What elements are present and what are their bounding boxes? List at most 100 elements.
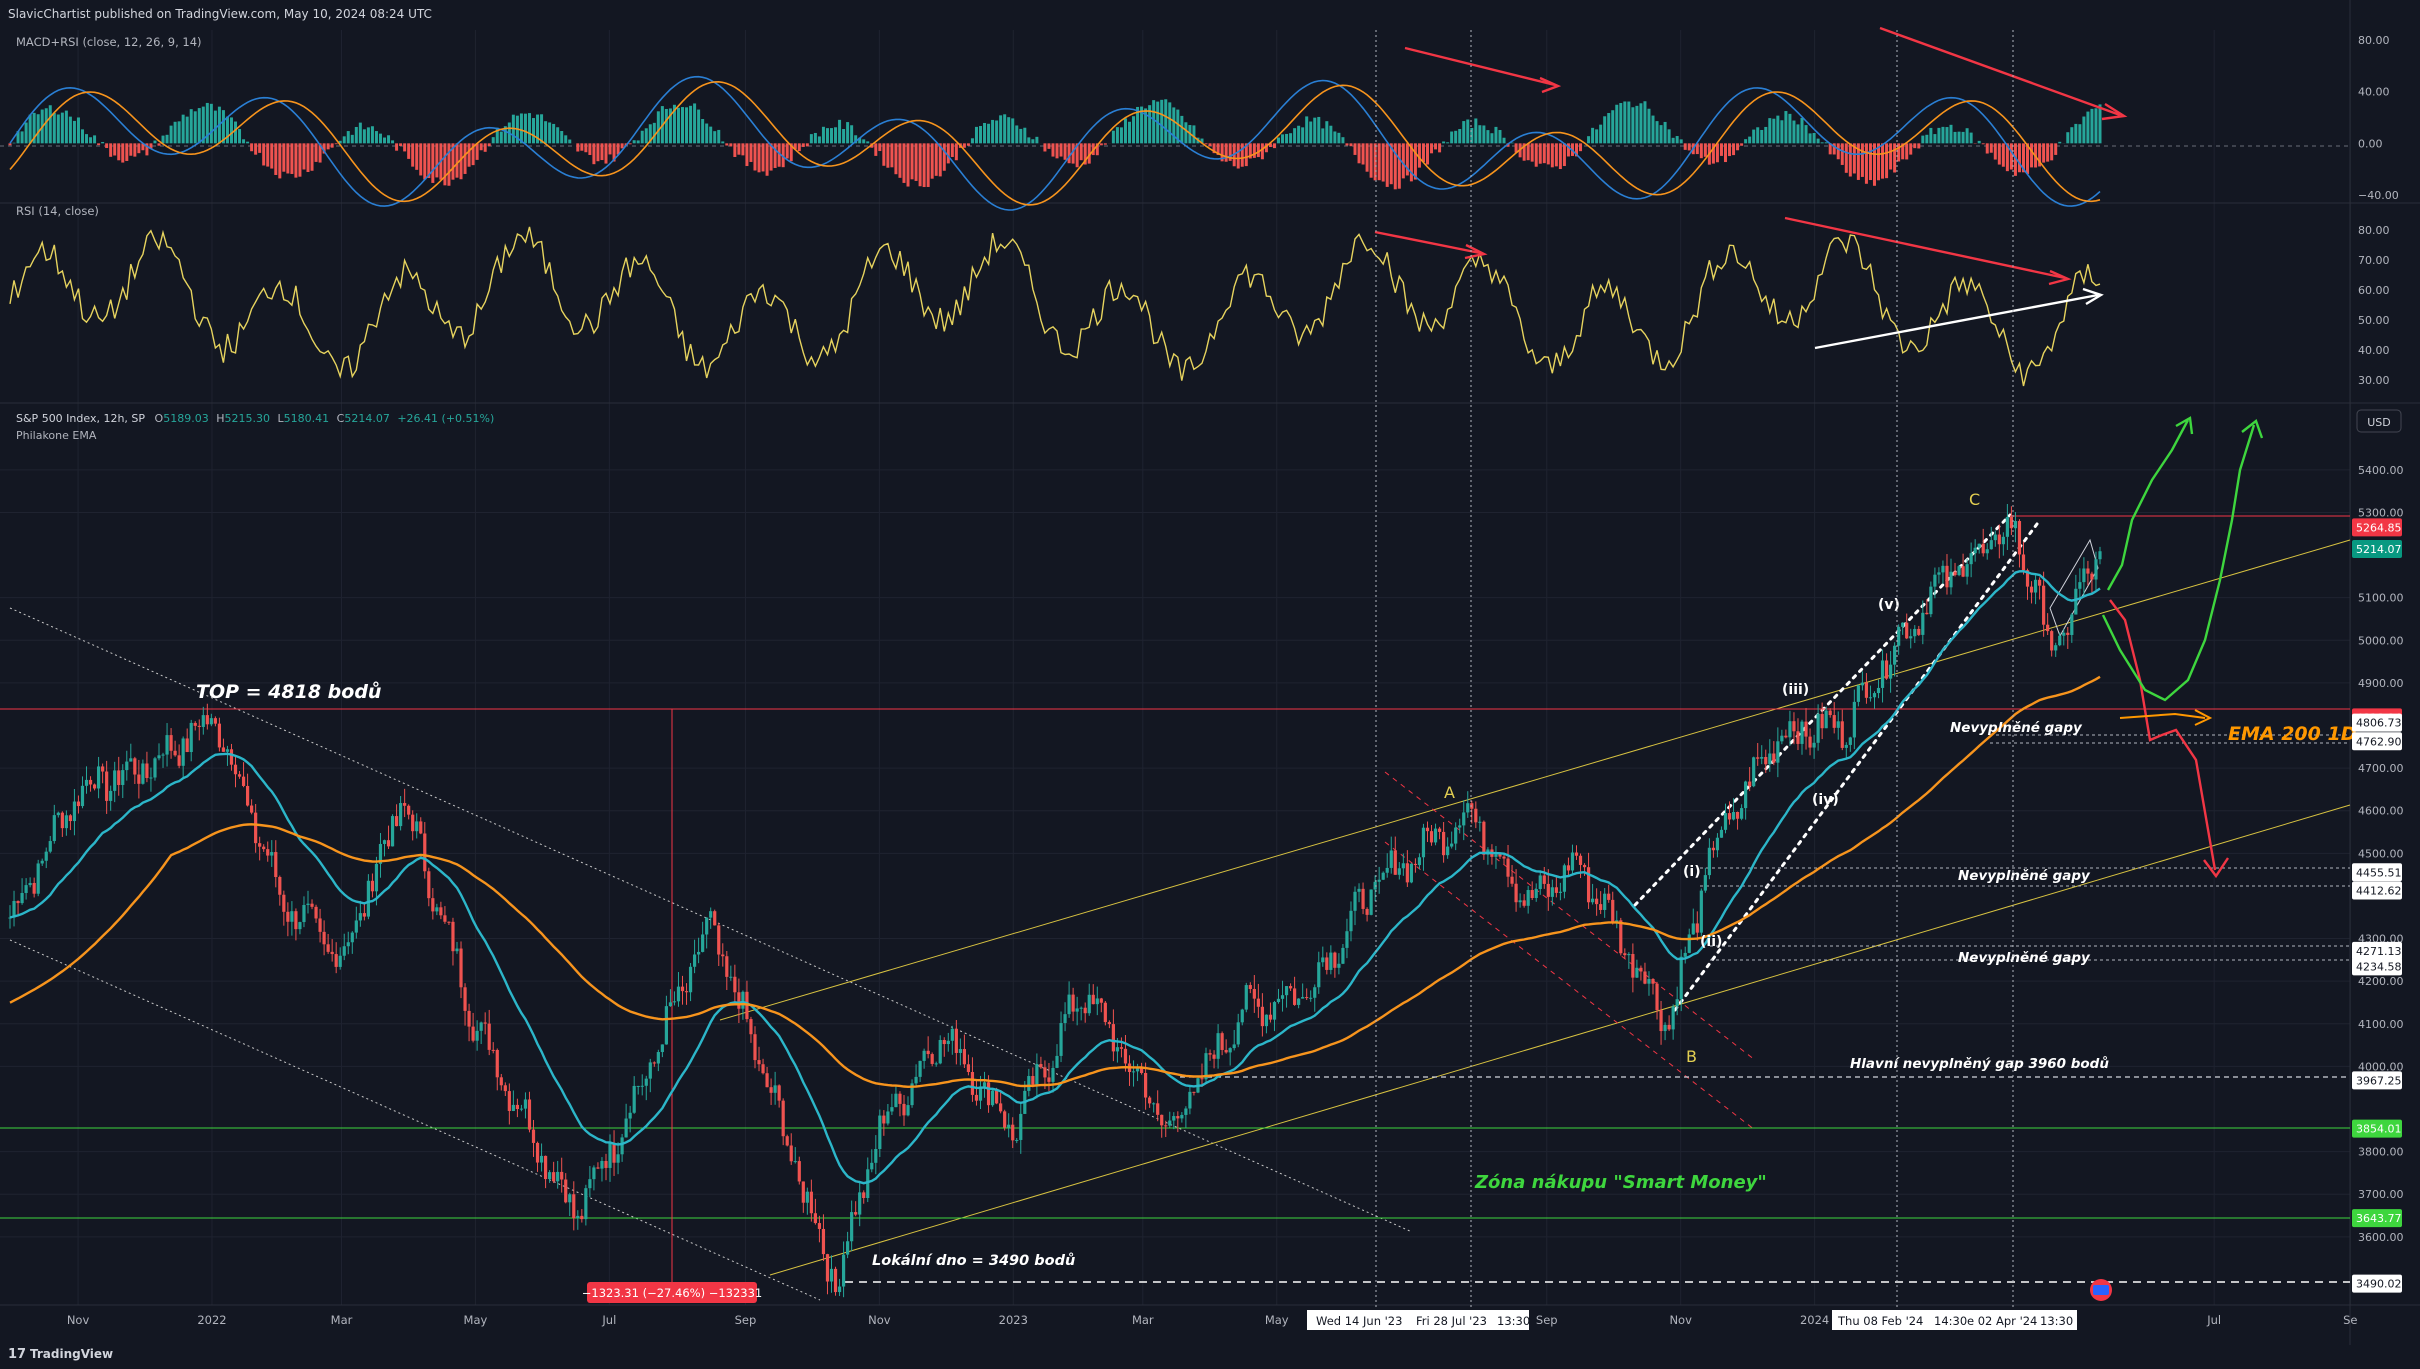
price-panel[interactable]: S&P 500 Index, 12h, SP O5189.03 H5215.30… <box>0 409 2404 1303</box>
macd-histogram-bar <box>914 143 918 181</box>
candle-body <box>628 1112 632 1119</box>
macd-histogram-bar <box>197 108 201 144</box>
candle-body <box>411 814 415 832</box>
macd-histogram-bar <box>2050 143 2054 161</box>
macd-histogram-bar <box>1393 143 1397 190</box>
macd-histogram-bar <box>1345 143 1349 146</box>
candle-body <box>92 784 97 789</box>
macd-histogram-bar <box>282 143 286 172</box>
macd-histogram-bar <box>733 143 737 157</box>
candle-body <box>1397 868 1401 875</box>
macd-histogram-bar <box>1430 143 1434 154</box>
candle-body <box>1321 957 1325 963</box>
time-badge-2: 13:30 <box>1497 1314 1530 1328</box>
wave-v-label: (v) <box>1878 597 1900 613</box>
price-tag-label: 4806.73 <box>2356 717 2402 730</box>
candle-body <box>1800 721 1804 744</box>
macd-histogram-bar <box>1224 143 1228 162</box>
macd-histogram-bar <box>689 105 693 144</box>
macd-histogram-bar <box>1957 131 1961 144</box>
macd-histogram-bar <box>1756 127 1760 144</box>
candlesticks <box>8 503 2102 1298</box>
macd-histogram-bar <box>1864 143 1868 184</box>
macd-histogram-bar <box>761 143 765 172</box>
candle-body <box>1043 1067 1047 1078</box>
candle-body <box>165 735 169 755</box>
macd-histogram-bar <box>1401 143 1405 179</box>
macd-histogram-bar <box>1160 99 1164 144</box>
candle-body <box>217 723 222 748</box>
candle-body <box>1921 612 1925 635</box>
candle-body <box>2074 588 2078 615</box>
macd-histogram-bar <box>334 143 338 145</box>
candle-body <box>1707 847 1711 876</box>
grid-lines <box>0 30 2351 1305</box>
candle-body <box>1840 721 1844 748</box>
macd-histogram-bar <box>1228 143 1232 161</box>
candle-body <box>850 1212 854 1242</box>
drawdown-label: −1323.31 (−27.46%) −132331 <box>582 1286 763 1300</box>
candle-body <box>1599 904 1603 910</box>
candle-body <box>789 1145 793 1162</box>
candle-body <box>241 776 246 786</box>
flag-icon[interactable] <box>2090 1279 2112 1301</box>
candle-body <box>1635 967 1639 978</box>
candle-body <box>2025 570 2030 587</box>
candle-body <box>922 1050 926 1061</box>
price-tag-label: 5264.85 <box>2356 521 2402 534</box>
candle-body <box>1832 715 1836 728</box>
macd-histogram-bar <box>1281 134 1285 144</box>
tradingview-logo[interactable]: 17 TradingView <box>8 1346 113 1362</box>
macd-histogram-bar <box>741 143 745 156</box>
macd-histogram-bar <box>423 143 427 180</box>
candle-body <box>423 833 427 872</box>
candle-body <box>2029 586 2034 593</box>
price-tag-label: 3643.77 <box>2356 1212 2402 1225</box>
candle-body <box>1699 890 1703 933</box>
candle-body <box>781 1100 785 1137</box>
candle-body <box>237 774 242 777</box>
candle-body <box>1240 1009 1244 1023</box>
candle-body <box>1897 626 1901 646</box>
candle-body <box>1252 988 1256 999</box>
macd-histogram-bar <box>487 143 491 147</box>
rsi-panel[interactable]: RSI (14, close) 80.00 70.00 60.00 50.00 40.0… <box>9 204 2390 387</box>
macd-histogram-bar <box>648 124 652 144</box>
candle-body <box>1969 553 1973 565</box>
candle-body <box>664 1006 668 1045</box>
candle-body <box>1107 1022 1111 1025</box>
macd-histogram-bar <box>616 143 620 155</box>
candle-body <box>519 1108 524 1110</box>
macd-histogram-bar <box>721 141 725 144</box>
candle-body <box>153 758 157 778</box>
candle-body <box>1566 865 1571 871</box>
candle-body <box>1518 900 1522 903</box>
macd-panel[interactable]: MACD+RSI (close, 12, 26, 9, 14) 80.00 40.… <box>0 26 2399 211</box>
macd-histogram-bar <box>1603 116 1607 144</box>
currency-badge[interactable]: USD <box>2356 409 2402 433</box>
candle-body <box>680 986 685 992</box>
candle-body <box>1780 735 1784 742</box>
candle-body <box>1425 827 1430 832</box>
time-tick-label: Jul <box>601 1313 616 1327</box>
macd-histogram-bar <box>1961 131 1965 144</box>
candle-body <box>1965 564 1969 577</box>
macd-histogram-bar <box>1450 131 1454 144</box>
macd-histogram-bar <box>1526 143 1530 161</box>
candle-body <box>88 779 93 785</box>
candle-body <box>44 851 48 861</box>
candle-body <box>1079 1007 1083 1009</box>
macd-histogram-bar <box>1715 143 1719 163</box>
macd-histogram-bar <box>1003 114 1007 144</box>
macd-histogram-bar <box>213 110 217 144</box>
candle-body <box>2070 614 2074 635</box>
macd-histogram-bar <box>2070 127 2074 144</box>
macd-histogram-bar <box>1405 143 1409 176</box>
candle-body <box>1329 952 1333 970</box>
candle-body <box>1913 628 1917 637</box>
candle-body <box>1228 1048 1232 1053</box>
candle-body <box>2082 568 2086 583</box>
candle-body <box>1768 753 1772 765</box>
macd-histogram-bar <box>48 105 52 144</box>
